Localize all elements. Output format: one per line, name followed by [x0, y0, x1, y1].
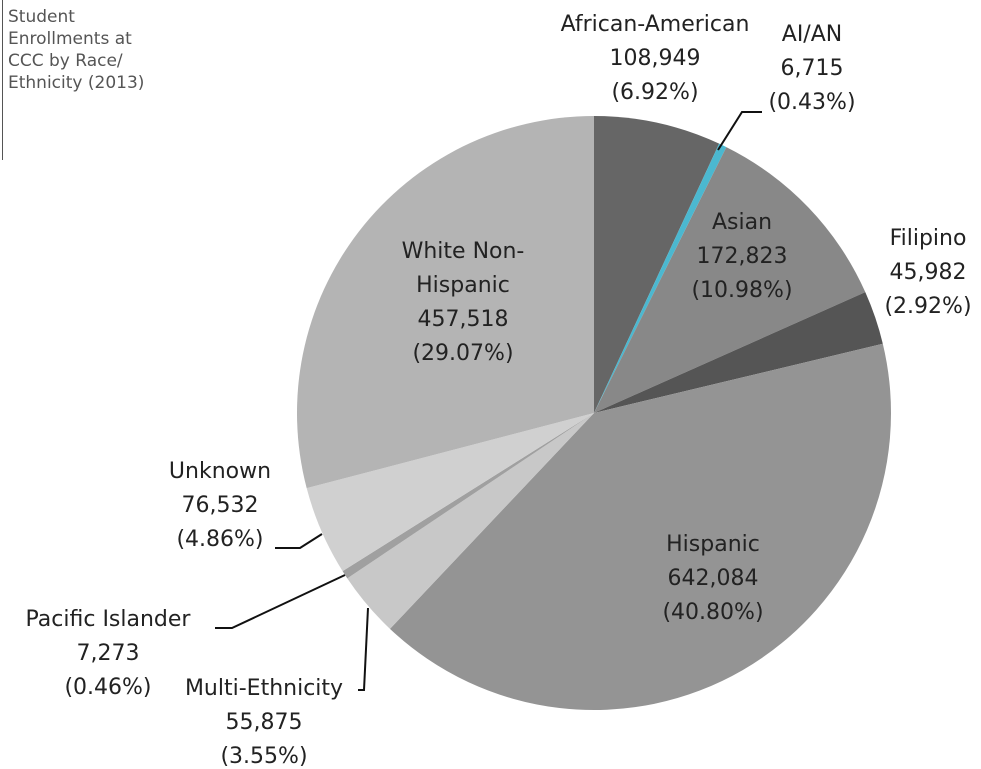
pie-slice [306, 413, 594, 572]
slice-label: Filipino 45,982 (2.92%) [884, 222, 971, 324]
value-label: 642,084 [667, 566, 759, 591]
leader-line [717, 111, 762, 151]
percentage-label: (40.80%) [662, 600, 764, 625]
category-label: AI/AN [781, 22, 843, 47]
percentage-label: (4.86%) [176, 527, 264, 552]
value-label: 172,823 [696, 244, 788, 269]
slice-label: White Non-Hispanic 457,518 (29.07%) [388, 235, 538, 371]
percentage-label: (0.43%) [768, 90, 856, 115]
category-label: White Non-Hispanic [401, 239, 525, 298]
category-label: Multi-Ethnicity [184, 676, 344, 701]
wedges [296, 115, 891, 710]
value-label: 7,273 [76, 641, 140, 666]
value-label: 457,518 [417, 307, 509, 332]
pie-slice [389, 343, 891, 710]
title-rule [2, 0, 3, 160]
value-label: 55,875 [225, 710, 303, 735]
percentage-label: (0.46%) [64, 675, 152, 700]
slice-label: Unknown 76,532 (4.86%) [169, 455, 271, 557]
value-label: 6,715 [780, 56, 844, 81]
percentage-label: (6.92%) [611, 80, 699, 105]
pie-slice [594, 143, 727, 414]
value-label: 76,532 [181, 493, 259, 518]
percentage-label: (2.92%) [884, 294, 972, 319]
slice-label: African-American 108,949 (6.92%) [561, 8, 750, 110]
pie-slice [594, 116, 720, 413]
category-label: Filipino [889, 226, 967, 251]
percentage-label: (29.07%) [412, 341, 514, 366]
pie-slice [296, 115, 594, 489]
pie-slice [347, 413, 594, 629]
leader-line [358, 607, 369, 691]
slice-label: Pacific Islander 7,273 (0.46%) [26, 603, 191, 705]
chart-title: Student Enrollments at CCC by Race/ Ethn… [8, 7, 145, 93]
category-label: Unknown [168, 459, 272, 484]
pie-slice [594, 147, 866, 413]
pie-slice [594, 292, 883, 413]
category-label: Hispanic [666, 532, 760, 557]
slice-label: Asian 172,823 (10.98%) [691, 206, 792, 308]
category-label: Pacific Islander [25, 607, 191, 632]
category-label: Asian [711, 210, 773, 235]
leader-line [275, 533, 323, 549]
percentage-label: (3.55%) [220, 744, 308, 769]
slice-label: AI/AN 6,715 (0.43%) [768, 18, 855, 120]
leader-line [215, 574, 346, 629]
value-label: 108,949 [609, 46, 701, 71]
pie-slice [342, 413, 594, 579]
leaders [215, 111, 762, 691]
percentage-label: (10.98%) [691, 278, 793, 303]
category-label: African-American [560, 12, 750, 37]
value-label: 45,982 [889, 260, 967, 285]
slice-label: Hispanic 642,084 (40.80%) [662, 528, 763, 630]
slice-label: Multi-Ethnicity 55,875 (3.55%) [185, 672, 343, 769]
